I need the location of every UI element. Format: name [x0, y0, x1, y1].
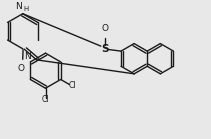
Text: O: O: [101, 24, 108, 33]
Text: N: N: [24, 52, 31, 61]
Text: Cl: Cl: [42, 95, 49, 104]
Text: Cl: Cl: [69, 80, 76, 90]
Text: S: S: [101, 44, 108, 54]
Text: H: H: [24, 6, 29, 12]
Text: N: N: [15, 3, 22, 12]
Text: O: O: [17, 64, 24, 74]
